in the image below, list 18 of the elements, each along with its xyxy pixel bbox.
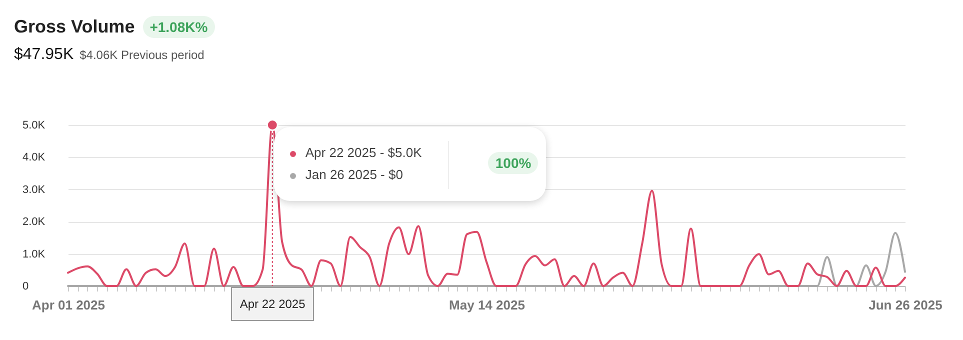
annotation: 100%	[488, 152, 538, 174]
ref-line-label: Apr 22 2025	[230, 287, 314, 321]
chart-title: Gross Volume	[14, 16, 135, 36]
x-tick-label: Jun 26 2025	[868, 298, 942, 312]
text: +1.08K%	[142, 16, 215, 38]
text: $4.06K Previous period	[80, 48, 204, 62]
annotation: Jan 26 2025 - $0	[304, 167, 403, 182]
y-tick-label: 2.0K	[22, 216, 46, 228]
y-tick-label: 4.0K	[22, 152, 46, 164]
x-tick-label: Apr 01 2025	[32, 298, 105, 312]
y-tick-label: 1.0K	[22, 248, 46, 260]
line-series	[67, 232, 906, 287]
chart-subtitle: $47.95K	[14, 46, 74, 63]
y-tick-label: 0	[22, 280, 29, 292]
annotation: Apr 22 2025 - $5.0K	[304, 145, 422, 160]
y-tick-label: 5.0K	[22, 120, 46, 132]
y-tick-label: 3.0K	[22, 184, 46, 196]
x-tick-label: May 14 2025	[449, 298, 525, 312]
